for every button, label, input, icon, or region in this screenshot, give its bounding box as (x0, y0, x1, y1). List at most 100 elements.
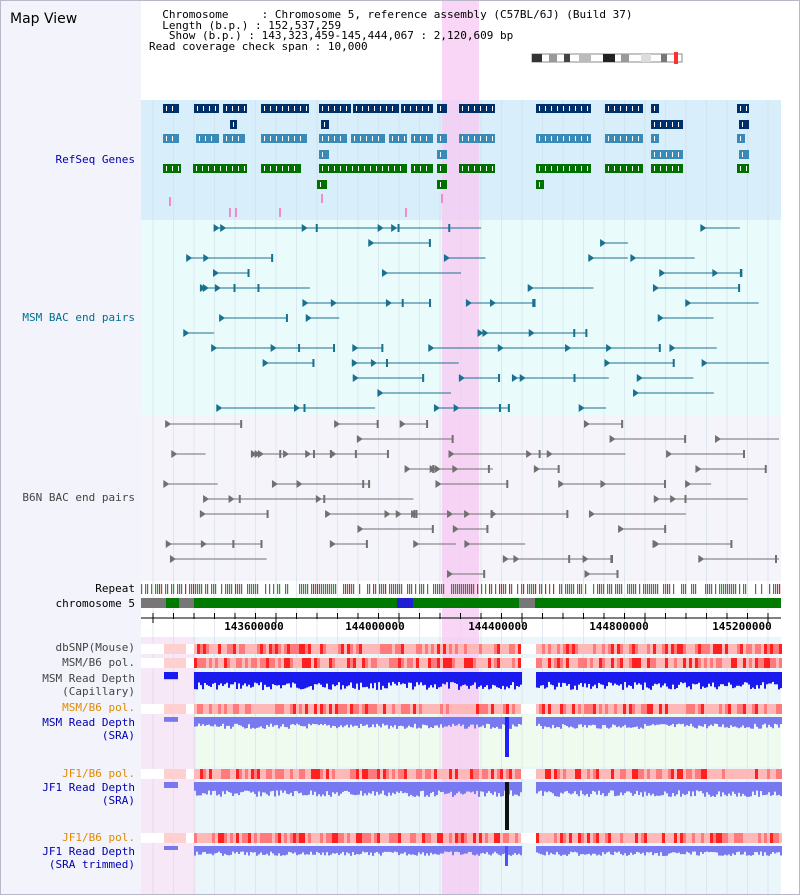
msm-depth-capillary (330, 672, 332, 690)
b6n-bac-pair-end (330, 450, 337, 458)
msm-depth-capillary (756, 672, 758, 686)
jf1-depth-trim (334, 846, 336, 854)
gene-marker (666, 166, 667, 171)
msm-b6-pol-heat (359, 658, 362, 668)
jf1-depth-trim (634, 846, 636, 854)
jf1-depth-trim (740, 846, 742, 855)
gene-marker (320, 182, 321, 187)
jf1-depth-sra (590, 782, 592, 795)
jf1-depth-sra (378, 782, 380, 795)
msm-bac-pair-end (271, 254, 274, 262)
msm-b6-pol-heat (236, 658, 239, 668)
dbsnp-heat (632, 644, 635, 654)
msm-b6-pol-heat-2 (590, 704, 593, 714)
msm-depth-sra (264, 717, 266, 729)
msm-b6-pol-heat (710, 658, 713, 668)
msm-depth-capillary (546, 672, 548, 688)
jf1-depth-sra (564, 782, 566, 792)
msm-depth-sra (574, 717, 576, 729)
msm-depth-sra (446, 717, 448, 727)
msm-depth-sra (698, 717, 700, 726)
jf1-depth-sra (474, 782, 476, 795)
jf1-b6-pol-heat (248, 769, 251, 779)
gene-marker (404, 136, 405, 141)
jf1-depth-trim (508, 846, 510, 855)
msm-depth-sra (298, 717, 300, 725)
msm-b6-pol-heat (635, 658, 638, 668)
repeat-mark (161, 584, 163, 594)
jf1-depth-trim (716, 846, 718, 853)
msm-depth-sra (602, 717, 604, 726)
msm-depth-sra (220, 717, 222, 726)
jf1-b6-pol-heat (278, 769, 281, 779)
msm-depth-capillary (378, 672, 380, 683)
track-label-msm-depth-sra[interactable]: MSM Read Depth (42, 716, 135, 729)
jf1-depth-trim (472, 846, 474, 855)
track-label-msm-b6-pol[interactable]: MSM/B6 pol. (62, 656, 135, 669)
repeat-mark (577, 584, 579, 594)
track-label-msm-b6-pol-2[interactable]: MSM/B6 pol. (62, 701, 135, 714)
track-label-jf1-depth-trim[interactable]: JF1 Read Depth (42, 845, 135, 858)
gene-marker (654, 122, 655, 127)
repeat-mark (141, 584, 143, 594)
jf1-depth-sra (196, 782, 198, 796)
msm-b6-pol-heat-2 (500, 704, 503, 714)
msm-depth-sra (332, 717, 334, 726)
jf1-depth-sra (470, 782, 472, 793)
jf1-depth-sra (728, 782, 730, 794)
msm-b6-pol-heat-2 (332, 704, 335, 714)
gene-marker (322, 136, 323, 141)
gene-marker (486, 166, 487, 171)
track-label-b6n-bac[interactable]: B6N BAC end pairs (22, 491, 135, 504)
jf1-depth-sra (260, 782, 262, 797)
msm-depth-sra (682, 717, 684, 724)
jf1-depth-trim (436, 846, 438, 855)
msm-b6-pol-heat (623, 658, 626, 668)
msm-b6-pol-heat-2 (593, 704, 596, 714)
jf1-b6-pol-heat-2 (449, 833, 452, 843)
jf1-depth-sra (206, 782, 208, 795)
track-label-jf1-b6-pol[interactable]: JF1/B6 pol. (62, 767, 135, 780)
msm-depth-capillary (654, 672, 656, 684)
msm-depth-capillary (678, 672, 680, 685)
msm-depth-capillary (194, 672, 196, 690)
dbsnp-heat (488, 644, 491, 654)
msm-depth-sra (538, 717, 540, 724)
msm-depth-capillary (714, 672, 716, 688)
jf1-depth-trim (572, 846, 574, 853)
track-label-repeat[interactable]: Repeat (95, 582, 135, 595)
track-label-jf1-b6-pol-2[interactable]: JF1/B6 pol. (62, 831, 135, 844)
msm-depth-capillary (208, 672, 210, 686)
msm-depth-capillary (600, 672, 602, 685)
msm-depth-capillary (744, 672, 746, 683)
track-label-dbsnp[interactable]: dbSNP(Mouse) (55, 641, 135, 654)
msm-depth-capillary (706, 672, 708, 688)
track-label-msm-bac[interactable]: MSM BAC end pairs (22, 311, 135, 324)
repeat-mark (257, 584, 259, 594)
msm-b6-pol-heat-2 (320, 704, 323, 714)
dbsnp-heat (770, 644, 773, 654)
msm-depth-sra (716, 717, 718, 725)
dbsnp-heat (314, 644, 317, 654)
msm-depth-sra (512, 717, 514, 725)
msm-b6-pol-heat-2 (299, 704, 302, 714)
jf1-depth-sra (630, 782, 632, 793)
msm-b6-pol-heat (482, 658, 485, 668)
track-label-chromosome[interactable]: chromosome 5 (55, 597, 135, 610)
gene-marker (492, 106, 493, 111)
jf1-depth-trim (410, 846, 412, 855)
jf1-depth-trim (702, 846, 704, 854)
msm-b6-pol-heat-2 (611, 704, 614, 714)
track-label-jf1-depth-sra[interactable]: JF1 Read Depth (42, 781, 135, 794)
msm-depth-sra (276, 717, 278, 725)
track-label-refseq[interactable]: RefSeq Genes (55, 153, 135, 166)
jf1-depth-trim (558, 846, 560, 855)
track-label-msm-depth-cap[interactable]: MSM Read Depth (42, 672, 135, 685)
msm-depth-capillary (336, 672, 338, 686)
jf1-depth-trim (266, 846, 268, 854)
jf1-b6-pol-heat-2 (311, 833, 314, 843)
jf1-depth-sra (236, 782, 238, 794)
jf1-depth-sra (284, 782, 286, 791)
msm-b6-pol-heat-2 (347, 704, 350, 714)
